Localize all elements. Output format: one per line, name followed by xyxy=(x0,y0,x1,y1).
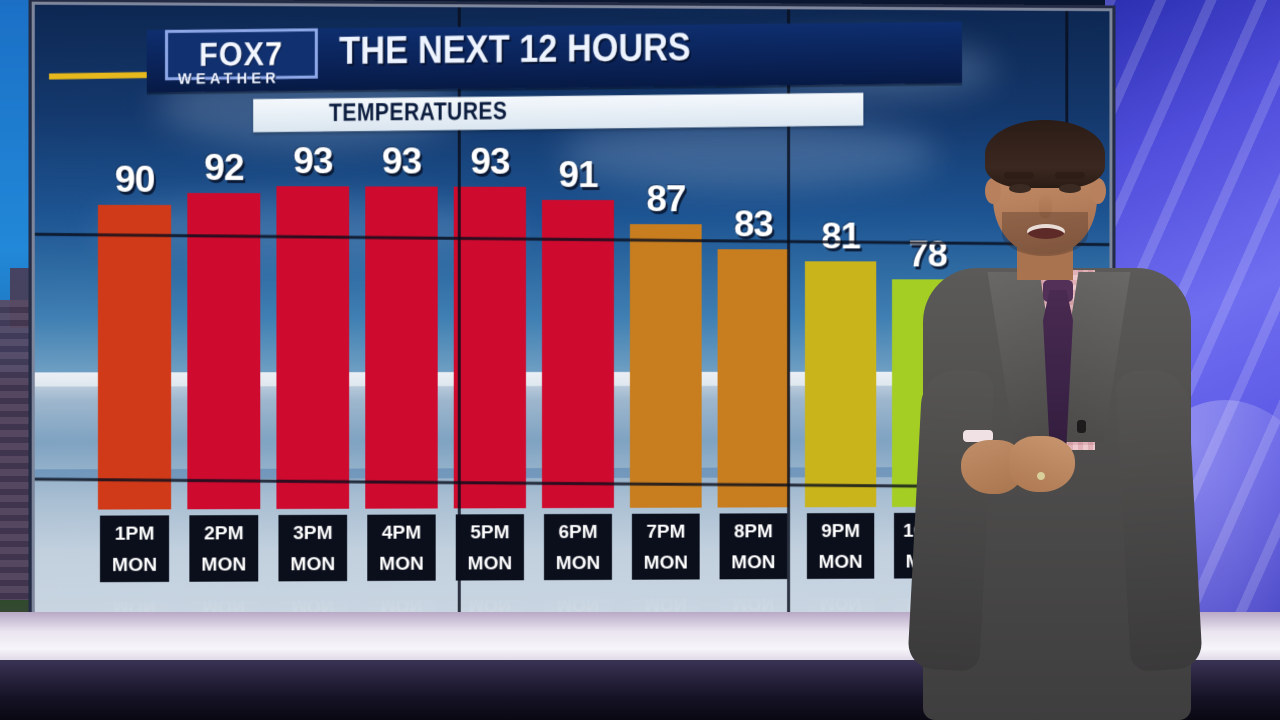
hand-right xyxy=(1009,436,1075,492)
logo-fox-text: FOX xyxy=(199,34,266,73)
bar-day: MON xyxy=(201,554,247,576)
bar-value-label: 87 xyxy=(646,178,686,220)
logo-weather-text: WEATHER xyxy=(177,69,281,88)
temperature-bar[interactable] xyxy=(804,261,877,508)
bar-time-label: 1PM MON xyxy=(99,515,170,583)
temperature-bar[interactable] xyxy=(541,199,614,509)
wedding-ring xyxy=(1037,472,1045,480)
bar-value-label: 93 xyxy=(381,140,422,183)
eye-right xyxy=(1059,184,1081,193)
temperature-bar[interactable] xyxy=(717,248,790,508)
bar-day: MON xyxy=(112,554,158,577)
mouth xyxy=(1027,224,1065,239)
hair xyxy=(985,120,1105,188)
ear-left xyxy=(985,178,1001,204)
bar-value-label: 92 xyxy=(203,146,244,188)
bar-day: MON xyxy=(467,553,513,575)
shirt-cuff xyxy=(963,430,993,442)
bar-time: 1PM xyxy=(114,523,155,545)
bar-day: MON xyxy=(290,553,336,576)
temperature-bar[interactable] xyxy=(629,224,702,508)
meteorologist-presenter xyxy=(905,120,1225,720)
bar-value-label: 93 xyxy=(470,141,510,183)
ear-right xyxy=(1090,178,1106,204)
bar-value-label: 93 xyxy=(293,140,333,182)
bar-value-label: 81 xyxy=(821,215,860,257)
bar-time: 3PM xyxy=(293,522,333,545)
nose xyxy=(1039,194,1052,218)
bar-time-label: 3PM MON xyxy=(278,514,348,582)
headline-text: THE NEXT 12 HOURS xyxy=(339,26,691,73)
bar-day: MON xyxy=(731,552,776,574)
lapel-microphone xyxy=(1077,420,1086,433)
eyebrow-right xyxy=(1055,172,1085,179)
temperature-bar[interactable] xyxy=(453,187,526,509)
bar-time-label: 8PM MON xyxy=(719,513,788,580)
bar-time: 6PM xyxy=(558,521,598,544)
logo-channel-number: 7 xyxy=(265,34,284,73)
bar-time: 8PM xyxy=(733,521,773,543)
bar-time: 2PM xyxy=(204,523,244,545)
temperature-bar[interactable] xyxy=(187,192,261,510)
bar-time-label: 4PM MON xyxy=(367,514,436,581)
bar-day: MON xyxy=(818,551,863,573)
eye-left xyxy=(1009,184,1031,193)
eyebrow-left xyxy=(1004,172,1034,179)
subtitle-text: TEMPERATURES xyxy=(328,97,508,128)
bar-day: MON xyxy=(555,552,601,575)
bar-value-label: 90 xyxy=(114,158,155,200)
bar-time-label: 7PM MON xyxy=(631,513,700,580)
bar-day: MON xyxy=(379,553,424,575)
temperature-bar[interactable] xyxy=(97,204,172,510)
bar-time-label: 5PM MON xyxy=(455,514,524,581)
bar-time: 9PM xyxy=(821,521,860,543)
bar-time-label: 9PM MON xyxy=(806,512,875,579)
bar-time: 7PM xyxy=(646,521,686,543)
bar-time-label: 6PM MON xyxy=(543,513,612,581)
bar-value-label: 91 xyxy=(558,153,598,195)
bar-time-label: 2PM MON xyxy=(189,515,259,582)
bar-day: MON xyxy=(643,552,688,574)
bar-time: 4PM xyxy=(381,522,422,544)
bar-time: 5PM xyxy=(470,522,510,544)
